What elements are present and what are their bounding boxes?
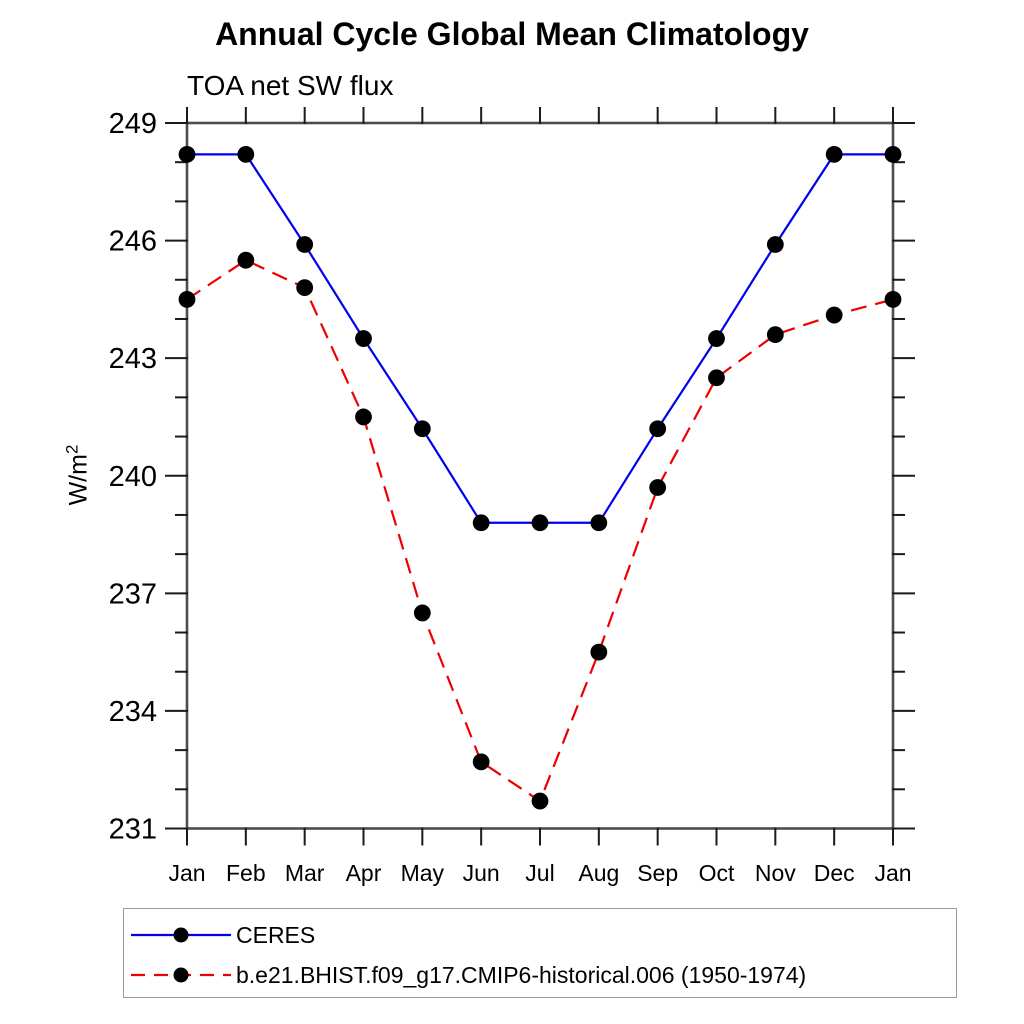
- data-point-marker: [766, 236, 784, 253]
- data-point-marker: [413, 420, 431, 438]
- data-point-marker: [825, 145, 843, 163]
- data-point-marker: [531, 514, 549, 532]
- data-point-marker: [884, 290, 902, 308]
- data-point-marker: [472, 514, 490, 532]
- x-axis-tick-label: Aug: [578, 860, 619, 886]
- chart-title: Annual Cycle Global Mean Climatology: [215, 16, 809, 52]
- data-point-marker: [355, 330, 372, 347]
- data-point-marker: [178, 290, 196, 308]
- plot-frame: [185, 121, 895, 830]
- data-point-marker: [884, 145, 902, 163]
- data-point-marker: [296, 236, 314, 253]
- legend-item: CERES: [129, 915, 956, 955]
- x-axis-tick-label: Jun: [463, 860, 500, 886]
- data-point-marker: [825, 306, 843, 324]
- data-point-marker: [649, 420, 667, 438]
- data-point-marker: [237, 145, 255, 163]
- data-point-marker: [649, 479, 667, 496]
- data-point-marker: [413, 604, 431, 622]
- legend-box: CERES b.e21.BHIST.f09_g17.CMIP6-historic…: [123, 908, 957, 998]
- y-axis-tick-label: 249: [109, 108, 157, 140]
- chart-subtitle: TOA net SW flux: [187, 70, 394, 101]
- data-point-marker: [590, 643, 608, 661]
- data-point-marker: [472, 753, 490, 771]
- data-point-marker: [178, 145, 196, 163]
- data-point-marker: [708, 369, 725, 387]
- legend-label: b.e21.BHIST.f09_g17.CMIP6-historical.006…: [236, 961, 807, 988]
- x-axis-tick-label: Dec: [814, 860, 855, 886]
- y-axis-tick-label: 237: [109, 578, 157, 610]
- y-axis-tick-label: 234: [109, 696, 157, 728]
- y-axis-tick-label: 246: [109, 226, 157, 258]
- x-axis-tick-label: Oct: [699, 860, 735, 886]
- y-axis-tick-label: 240: [109, 461, 157, 493]
- data-point-marker: [708, 330, 725, 347]
- y-axis-tick-label: 243: [109, 343, 157, 375]
- legend-line-sample: [131, 967, 231, 983]
- data-point-marker: [590, 514, 608, 532]
- x-axis-tick-label: Nov: [755, 860, 796, 886]
- legend-marker-dot: [173, 967, 189, 983]
- legend-label: CERES: [236, 921, 316, 948]
- data-point-marker: [531, 792, 549, 810]
- x-axis-tick-label: Jan: [168, 860, 205, 886]
- series-line-0: [187, 153, 893, 524]
- x-axis-tick-label: Mar: [285, 860, 325, 886]
- x-axis-tick-label: Sep: [637, 860, 678, 886]
- data-point-marker: [355, 408, 372, 426]
- x-axis-tick-label: Apr: [346, 860, 382, 886]
- legend-marker-dot: [173, 927, 189, 943]
- data-point-marker: [766, 326, 784, 344]
- x-axis-tick-label: May: [401, 860, 445, 886]
- legend-line-sample: [131, 927, 231, 943]
- x-axis-tick-label: Jan: [874, 860, 911, 886]
- data-point-marker: [296, 279, 314, 297]
- y-axis-tick-label: 231: [109, 814, 157, 846]
- data-point-marker: [237, 251, 255, 269]
- x-axis-tick-label: Jul: [525, 860, 554, 886]
- legend-item: b.e21.BHIST.f09_g17.CMIP6-historical.006…: [129, 955, 956, 995]
- x-axis-tick-label: Feb: [226, 860, 266, 886]
